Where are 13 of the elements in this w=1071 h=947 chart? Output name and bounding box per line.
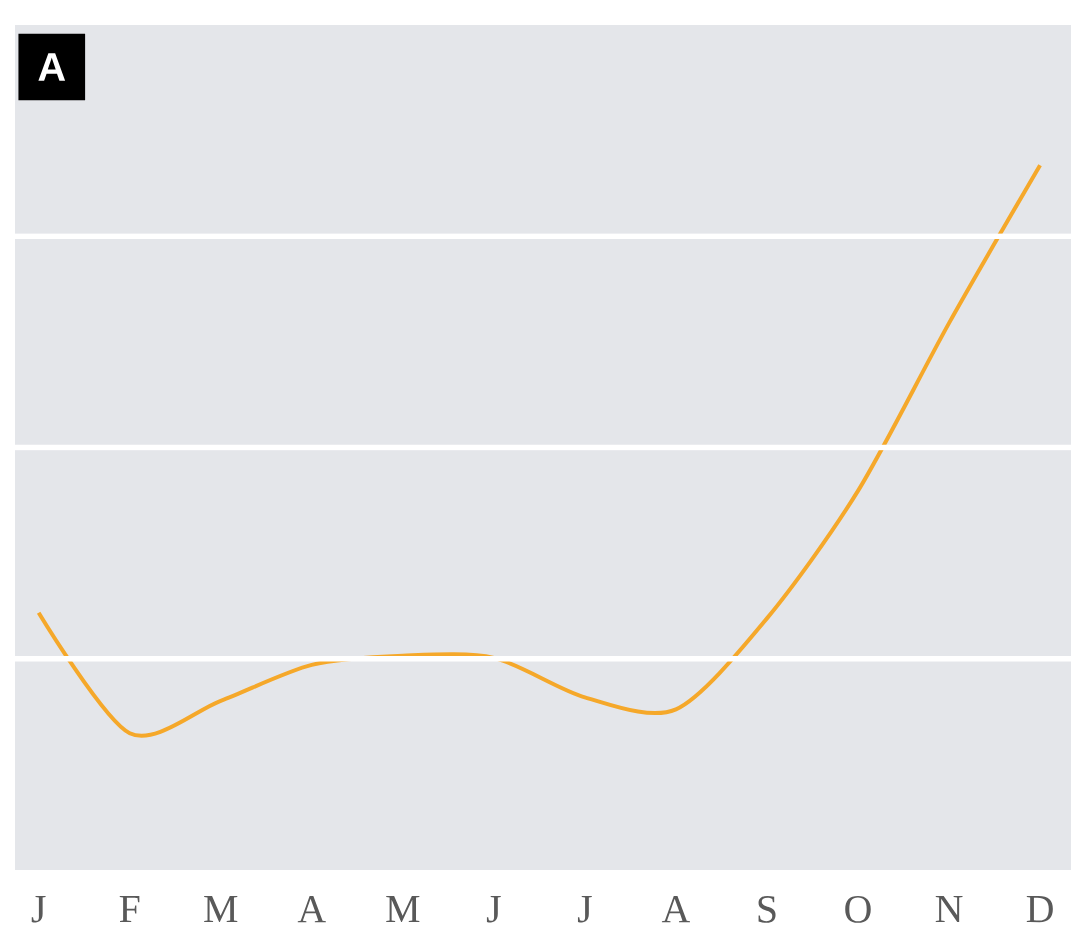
x-tick-label: J xyxy=(577,896,592,923)
x-tick-label: M xyxy=(386,896,420,923)
x-tick-label: F xyxy=(119,896,140,923)
x-tick-label: N xyxy=(935,896,963,923)
x-tick-label: A xyxy=(661,896,691,923)
x-tick-label: O xyxy=(845,896,871,923)
x-tick-label: D xyxy=(1026,896,1053,923)
x-tick-label: A xyxy=(297,896,326,923)
x-tick-label: S xyxy=(758,896,776,923)
chart-title: A xyxy=(38,53,66,81)
x-tick-label: J xyxy=(31,896,46,923)
x-tick-label: M xyxy=(204,896,238,923)
x-tick-label: J xyxy=(486,896,501,923)
